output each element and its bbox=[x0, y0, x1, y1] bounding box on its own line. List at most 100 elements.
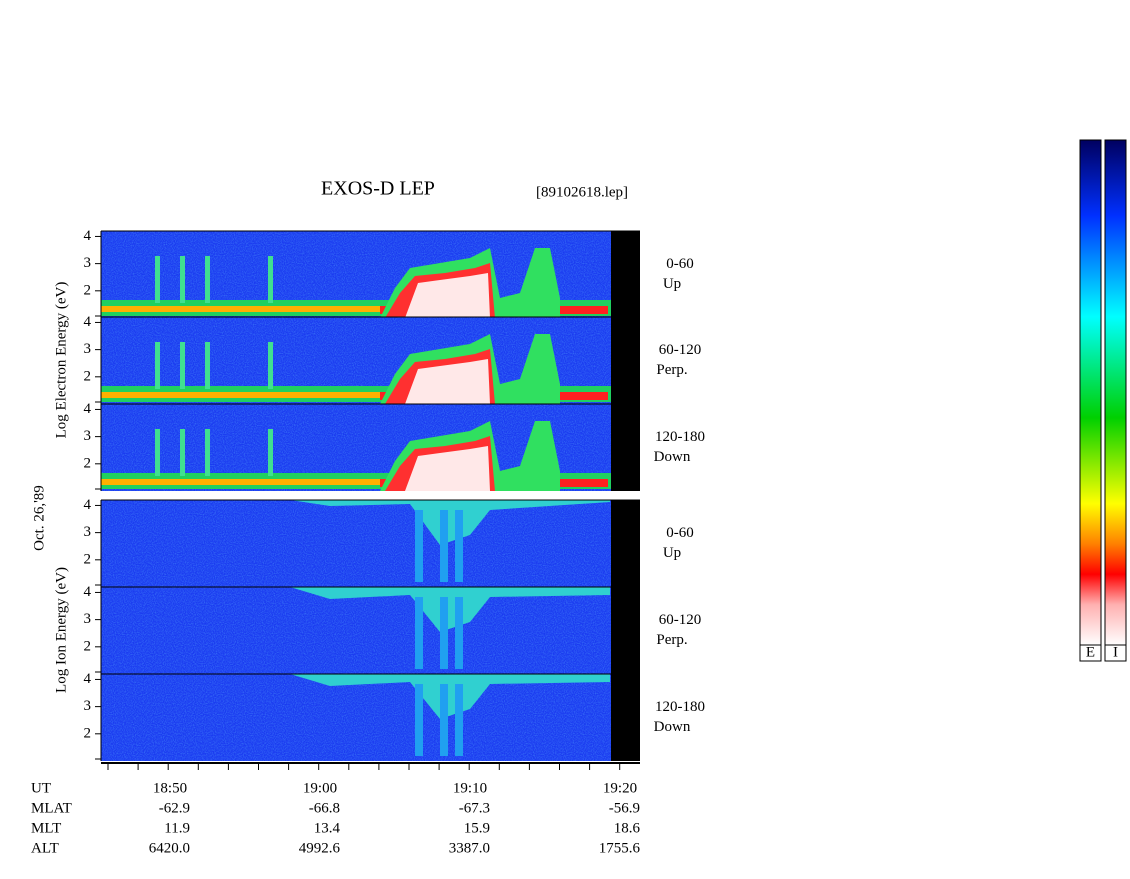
table-value: -66.8 bbox=[309, 800, 340, 816]
data-gap bbox=[611, 587, 640, 674]
ion-burst bbox=[455, 597, 463, 669]
table-value: -62.9 bbox=[159, 800, 190, 816]
ion-burst bbox=[440, 510, 448, 582]
colorbar-label: E bbox=[1086, 644, 1095, 660]
y-tick-label: 3 bbox=[84, 255, 92, 271]
table-value: 19:00 bbox=[303, 780, 337, 796]
table-value: 4992.6 bbox=[299, 840, 341, 856]
ion-burst bbox=[440, 597, 448, 669]
y-tick-label: 3 bbox=[84, 698, 92, 714]
colorbar-label-box bbox=[1104, 644, 1127, 662]
y-tick-label: 4 bbox=[84, 401, 92, 417]
burst bbox=[205, 429, 210, 476]
y-tick-label: 4 bbox=[84, 497, 92, 513]
colorbar-label: I bbox=[1113, 644, 1118, 660]
y-tick-label: 3 bbox=[84, 341, 92, 357]
enhancement-peak bbox=[405, 359, 490, 404]
noise bbox=[101, 587, 611, 674]
y-tick-label: 3 bbox=[84, 524, 92, 540]
table-value: 18.6 bbox=[614, 820, 641, 836]
y-tick-label: 2 bbox=[84, 725, 92, 741]
pitch-range: 60-120 bbox=[659, 342, 702, 358]
burst bbox=[180, 342, 185, 389]
direction: Up bbox=[663, 276, 681, 292]
direction: Perp. bbox=[656, 632, 687, 648]
y-tick-label: 4 bbox=[84, 584, 92, 600]
enhancement-peak bbox=[405, 446, 490, 491]
low-energy-core bbox=[101, 392, 381, 398]
y-tick-label: 4 bbox=[84, 228, 92, 244]
direction: Perp. bbox=[656, 362, 687, 378]
pitch-range: 120-180 bbox=[655, 429, 705, 445]
y-tick-label: 3 bbox=[84, 611, 92, 627]
burst bbox=[155, 342, 160, 389]
table-value: -67.3 bbox=[459, 800, 490, 816]
ion-burst bbox=[455, 510, 463, 582]
data-gap bbox=[611, 674, 640, 761]
table-value: -56.9 bbox=[609, 800, 640, 816]
table-value: 18:50 bbox=[153, 780, 187, 796]
ion-feature bbox=[290, 500, 610, 545]
data-gap bbox=[611, 317, 640, 404]
y-tick-label: 2 bbox=[84, 455, 92, 471]
ion-burst bbox=[415, 597, 423, 669]
burst bbox=[155, 256, 160, 303]
electron-axis-label: Log Electron Energy (eV) bbox=[53, 282, 69, 439]
table-value: 3387.0 bbox=[449, 840, 490, 856]
colorbar bbox=[1104, 139, 1127, 646]
table-value: 19:10 bbox=[453, 780, 487, 796]
file-name: [89102618.lep] bbox=[536, 184, 628, 200]
ion-burst bbox=[415, 510, 423, 582]
burst bbox=[155, 429, 160, 476]
colorbar bbox=[1079, 139, 1102, 646]
data-gap bbox=[611, 231, 640, 318]
ion-burst bbox=[440, 684, 448, 756]
table-value: 6420.0 bbox=[149, 840, 190, 856]
direction: Up bbox=[663, 545, 681, 561]
y-tick-label: 4 bbox=[84, 671, 92, 687]
colorbar-label-box bbox=[1079, 644, 1102, 662]
pitch-range: 0-60 bbox=[666, 256, 694, 272]
y-tick-label: 2 bbox=[84, 282, 92, 298]
ion-feature bbox=[290, 674, 610, 719]
ion-axis-label: Log Ion Energy (eV) bbox=[53, 567, 69, 693]
burst bbox=[268, 342, 273, 389]
direction: Down bbox=[654, 449, 691, 465]
y-tick-label: 4 bbox=[84, 314, 92, 330]
burst bbox=[180, 256, 185, 303]
table-value: 19:20 bbox=[603, 780, 637, 796]
burst bbox=[268, 429, 273, 476]
burst bbox=[268, 256, 273, 303]
ion-feature bbox=[290, 587, 610, 632]
noise bbox=[101, 500, 611, 587]
pitch-range: 60-120 bbox=[659, 612, 702, 628]
table-value: 11.9 bbox=[164, 820, 190, 836]
date-label: Oct. 26,'89 bbox=[31, 485, 47, 551]
low-energy-core bbox=[101, 306, 381, 312]
ion-burst bbox=[455, 684, 463, 756]
burst bbox=[205, 342, 210, 389]
enhancement-peak bbox=[405, 273, 490, 318]
y-tick-label: 2 bbox=[84, 638, 92, 654]
title: EXOS-D LEP bbox=[321, 178, 435, 200]
ion-burst bbox=[415, 684, 423, 756]
data-gap bbox=[611, 500, 640, 587]
row-label: ALT bbox=[31, 840, 59, 856]
y-tick-label: 2 bbox=[84, 368, 92, 384]
low-energy-core bbox=[101, 479, 381, 485]
row-label: UT bbox=[31, 780, 51, 796]
burst bbox=[205, 256, 210, 303]
row-label: MLAT bbox=[31, 800, 72, 816]
burst bbox=[180, 429, 185, 476]
table-value: 15.9 bbox=[464, 820, 490, 836]
noise bbox=[101, 674, 611, 761]
data-gap bbox=[611, 404, 640, 491]
pitch-range: 120-180 bbox=[655, 699, 705, 715]
y-tick-label: 2 bbox=[84, 551, 92, 567]
pitch-range: 0-60 bbox=[666, 525, 694, 541]
y-tick-label: 3 bbox=[84, 428, 92, 444]
table-value: 13.4 bbox=[314, 820, 341, 836]
direction: Down bbox=[654, 719, 691, 735]
row-label: MLT bbox=[31, 820, 61, 836]
